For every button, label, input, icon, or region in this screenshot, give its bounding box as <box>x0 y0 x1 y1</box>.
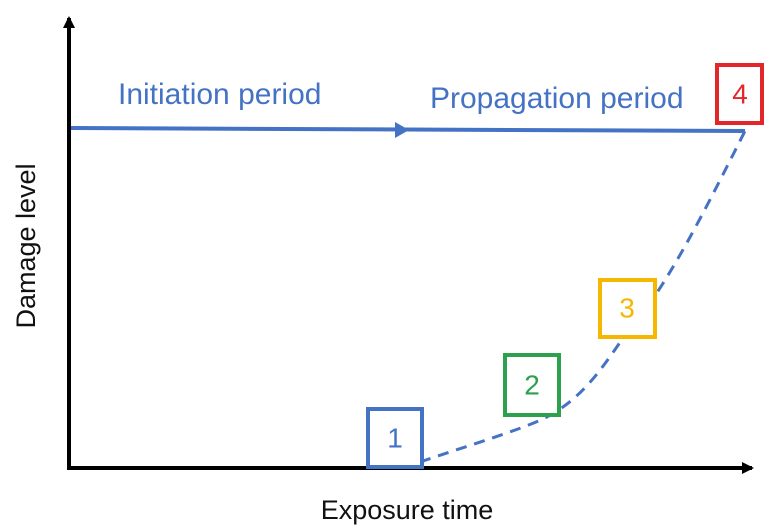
stage-1-box <box>366 407 424 469</box>
propagation-period-label: Propagation period <box>430 82 684 115</box>
stage-2: 2 <box>503 353 561 417</box>
damage-curve <box>419 130 747 464</box>
stage-3: 3 <box>598 278 657 339</box>
stage-3-box <box>598 278 657 339</box>
stage-4-box <box>715 63 764 125</box>
x-axis-label: Exposure time <box>321 495 494 525</box>
stage-2-box <box>503 353 561 417</box>
stage-2-label: 2 <box>524 370 540 401</box>
stage-1: 1 <box>366 407 424 469</box>
period-arrow-icon <box>395 122 409 138</box>
initiation-period-label: Initiation period <box>118 78 321 111</box>
stage-1-label: 1 <box>387 423 403 454</box>
stage-4: 4 <box>715 63 764 125</box>
y-axis-label: Damage level <box>11 163 41 328</box>
stage-3-label: 3 <box>619 293 635 324</box>
stage-4-label: 4 <box>732 79 748 110</box>
